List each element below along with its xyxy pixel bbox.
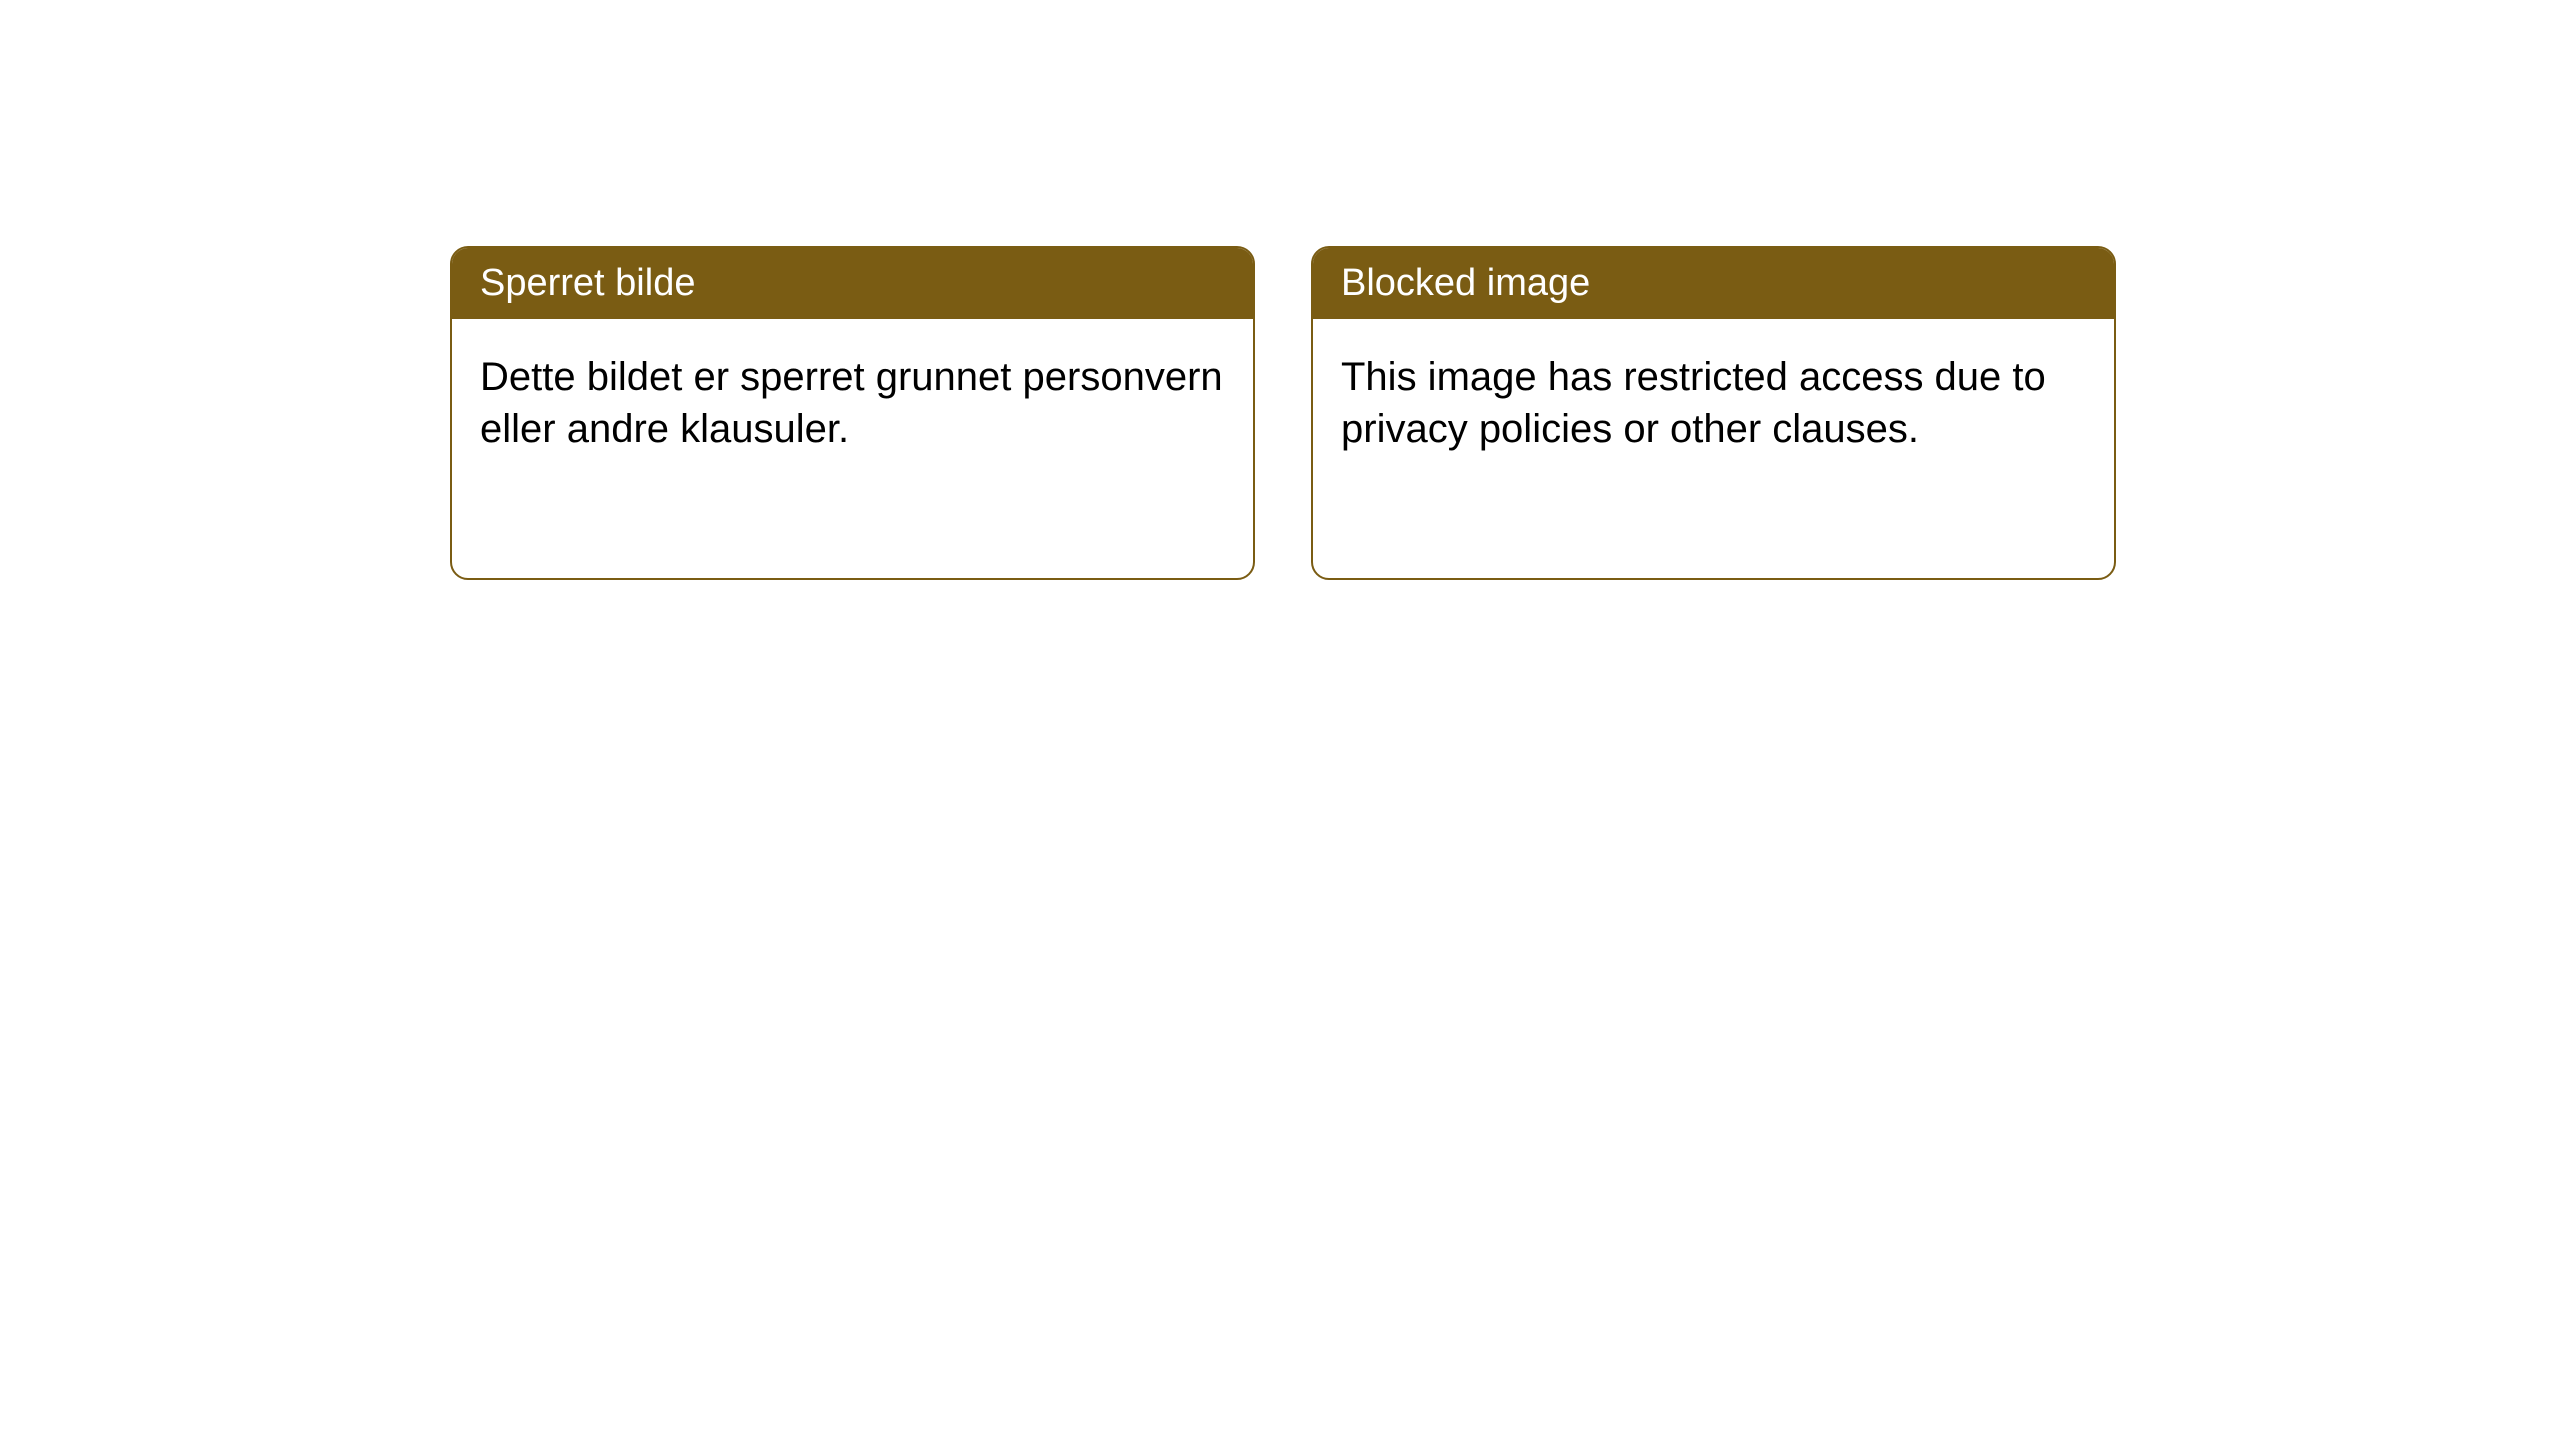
card-body-text: Dette bildet er sperret grunnet personve…	[480, 355, 1223, 451]
card-header: Blocked image	[1313, 248, 2114, 319]
card-title: Blocked image	[1341, 262, 1590, 304]
notice-card-english: Blocked image This image has restricted …	[1311, 246, 2116, 580]
notice-card-norwegian: Sperret bilde Dette bildet er sperret gr…	[450, 246, 1255, 580]
card-body-text: This image has restricted access due to …	[1341, 355, 2046, 451]
card-header: Sperret bilde	[452, 248, 1253, 319]
card-body: This image has restricted access due to …	[1313, 319, 2114, 487]
card-title: Sperret bilde	[480, 262, 695, 304]
card-body: Dette bildet er sperret grunnet personve…	[452, 319, 1253, 487]
notice-container: Sperret bilde Dette bildet er sperret gr…	[450, 246, 2116, 580]
